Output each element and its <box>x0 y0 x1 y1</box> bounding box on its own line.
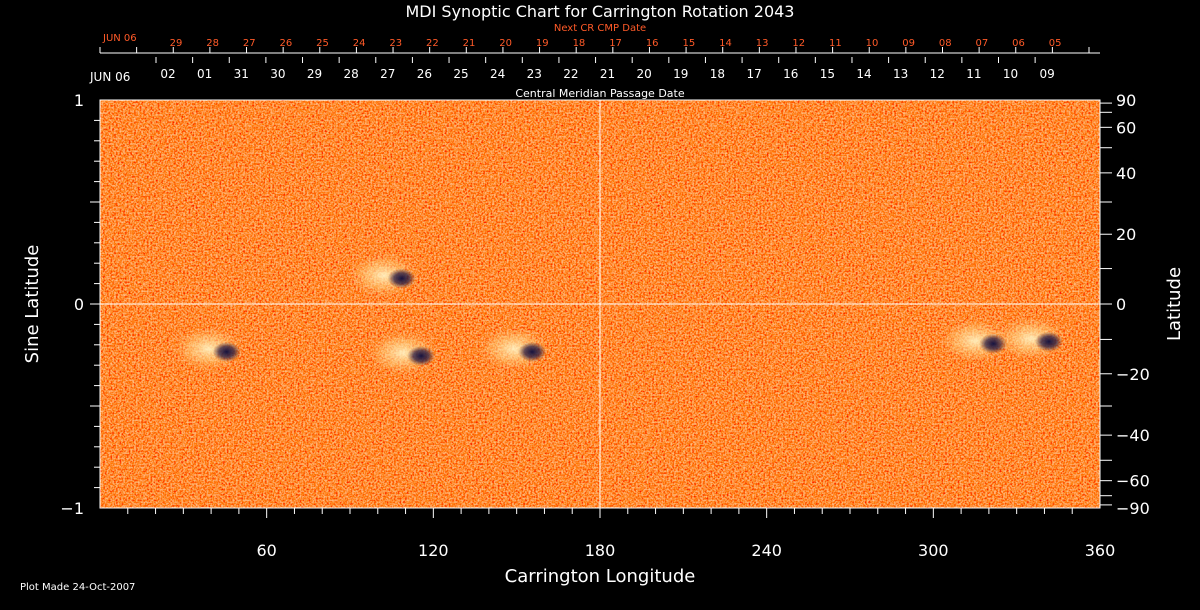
x-axis: 60 120 180 240 300 360 <box>127 508 1116 560</box>
cmp-date: 15 <box>820 67 835 81</box>
cmp-date: 29 <box>307 67 322 81</box>
active-region-negative <box>1034 331 1063 352</box>
next-cr-date: 25 <box>316 38 329 49</box>
next-cr-date: 28 <box>206 38 219 49</box>
x-axis-label: Carrington Longitude <box>505 566 696 587</box>
x-tick-label: 360 <box>1085 541 1116 560</box>
y-left-tick-label: −1 <box>60 499 84 518</box>
x-tick-label: 180 <box>585 541 616 560</box>
next-cr-axis: Next CR CMP Date JUN 06 29 28 27 26 25 24 23 22… <box>99 23 1100 54</box>
y-right-tick-label: −20 <box>1116 365 1150 384</box>
y-right-tick-label: 60 <box>1116 118 1136 137</box>
cmp-date: 09 <box>1039 67 1054 81</box>
cmp-date: 14 <box>856 67 871 81</box>
next-cr-date: 21 <box>463 38 476 49</box>
next-cr-date: 20 <box>499 38 512 49</box>
active-region-negative <box>518 341 547 362</box>
next-cr-date: 27 <box>243 38 256 49</box>
next-cr-date: 15 <box>682 38 695 49</box>
next-cr-date: 22 <box>426 38 439 49</box>
cmp-date: 22 <box>563 67 578 81</box>
y-right-axis: 90 60 40 20 0 −20 −40 −60 −90 <box>1100 91 1150 518</box>
chart-title: MDI Synoptic Chart for Carrington Rotati… <box>406 2 795 21</box>
next-cr-date: 06 <box>1012 38 1025 49</box>
next-cr-date: 11 <box>829 38 842 49</box>
next-cr-month-label: JUN 06 <box>102 33 137 44</box>
cmp-date: 27 <box>380 67 395 81</box>
cmp-date: 24 <box>490 67 505 81</box>
y-right-tick-label: 20 <box>1116 225 1136 244</box>
y-left-tick-label: 0 <box>74 295 84 314</box>
y-right-tick-label: −40 <box>1116 426 1150 445</box>
cmp-date: 01 <box>197 67 212 81</box>
cmp-date: 31 <box>234 67 249 81</box>
next-cr-date: 16 <box>646 38 659 49</box>
cmp-date: 18 <box>710 67 725 81</box>
next-cr-date: 17 <box>609 38 622 49</box>
cmp-date: 28 <box>344 67 359 81</box>
y-left-axis: 1 0 −1 <box>60 91 100 518</box>
next-cr-date: 12 <box>792 38 805 49</box>
next-cr-axis-label: Next CR CMP Date <box>554 23 646 34</box>
y-right-tick-label: −60 <box>1116 472 1150 491</box>
next-cr-date: 19 <box>536 38 549 49</box>
x-tick-label: 120 <box>418 541 449 560</box>
active-region-negative <box>387 268 416 289</box>
next-cr-date: 08 <box>939 38 952 49</box>
cmp-month-label: JUN 06 <box>89 70 130 84</box>
next-cr-date: 23 <box>389 38 402 49</box>
next-cr-date: 07 <box>975 38 988 49</box>
cmp-date: 25 <box>453 67 468 81</box>
next-cr-date: 05 <box>1049 38 1062 49</box>
y-right-tick-label: 90 <box>1116 91 1136 110</box>
y-left-tick-label: 1 <box>74 91 84 110</box>
y-right-tick-label: 40 <box>1116 164 1136 183</box>
cmp-date: 21 <box>600 67 615 81</box>
cmp-date: 30 <box>270 67 285 81</box>
cmp-date: 10 <box>1003 67 1018 81</box>
next-cr-date: 26 <box>280 38 293 49</box>
active-region-negative <box>212 341 241 362</box>
x-tick-label: 300 <box>918 541 949 560</box>
cmp-date: 11 <box>966 67 981 81</box>
x-tick-label: 60 <box>256 541 276 560</box>
y-right-tick-label: 0 <box>1116 295 1126 314</box>
active-region-negative <box>407 345 436 366</box>
plot-made-note: Plot Made 24-Oct-2007 <box>20 582 135 593</box>
cmp-date: 13 <box>893 67 908 81</box>
cmp-date: 17 <box>746 67 761 81</box>
next-cr-date: 29 <box>170 38 183 49</box>
cmp-date: 12 <box>930 67 945 81</box>
plot-area <box>99 99 1101 509</box>
next-cr-date: 09 <box>902 38 915 49</box>
cmp-date: 02 <box>160 67 175 81</box>
cmp-date: 26 <box>417 67 432 81</box>
next-cr-date: 24 <box>353 38 366 49</box>
next-cr-date: 18 <box>573 38 586 49</box>
cmp-date: 19 <box>673 67 688 81</box>
x-tick-label: 240 <box>751 541 782 560</box>
y-left-axis-label: Sine Latitude <box>22 245 43 364</box>
next-cr-date: 13 <box>756 38 769 49</box>
cmp-axis-label: Central Meridian Passage Date <box>515 87 684 100</box>
next-cr-date: 10 <box>866 38 879 49</box>
y-right-axis-label: Latitude <box>1164 267 1185 341</box>
cmp-date: 16 <box>783 67 798 81</box>
cmp-date: 20 <box>637 67 652 81</box>
next-cr-date: 14 <box>719 38 732 49</box>
cmp-axis: JUN 06 02 01 31 30 29 28 27 26 25 24 23 22 21 20 19 18 1… <box>89 57 1055 100</box>
cmp-date: 23 <box>527 67 542 81</box>
y-right-tick-label: −90 <box>1116 499 1150 518</box>
